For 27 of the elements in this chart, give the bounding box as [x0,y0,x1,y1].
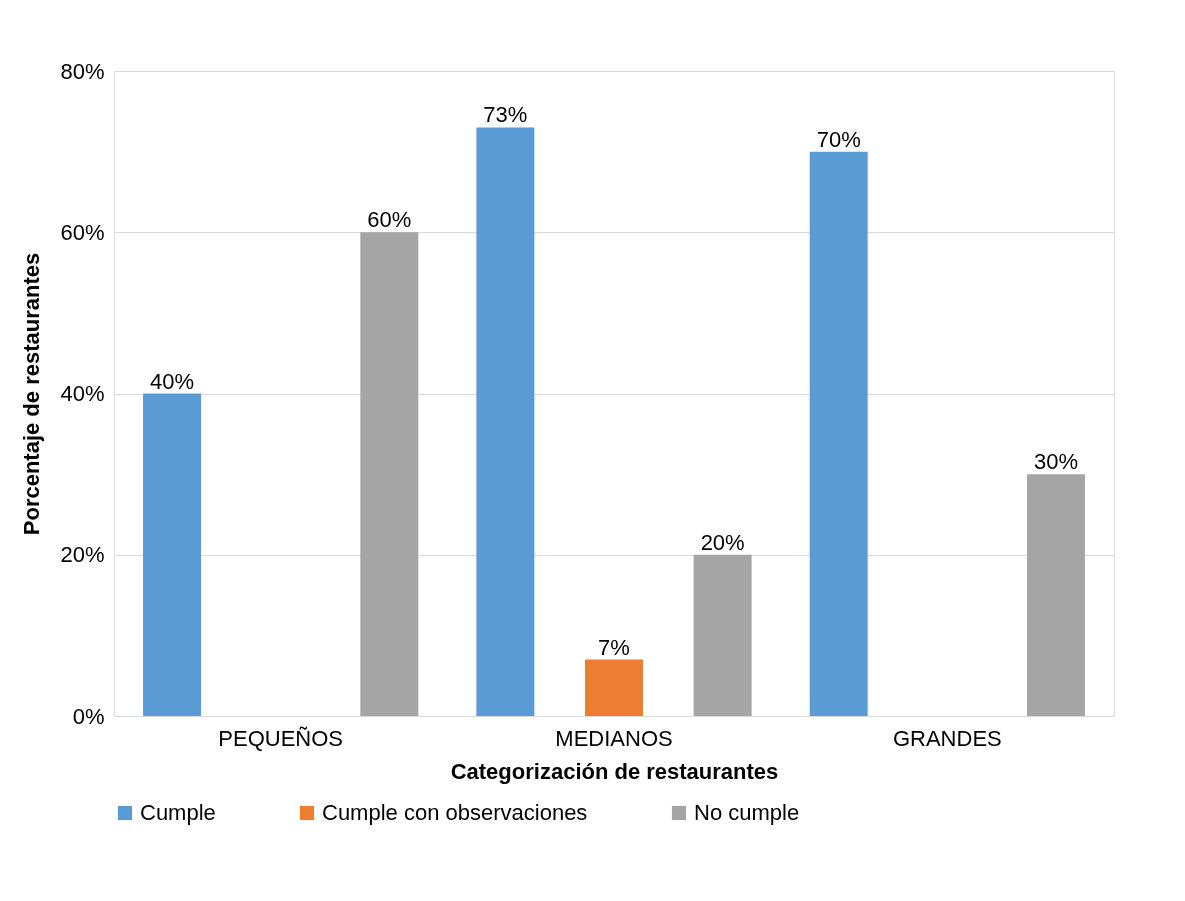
legend-label: Cumple [140,800,216,825]
legend-label: Cumple con observaciones [322,800,588,825]
x-axis-title: Categorización de restaurantes [450,758,779,784]
data-label: 73% [483,102,528,128]
x-tick-label: MEDIANOS [555,725,673,751]
y-tick-label: 60% [60,219,105,245]
bar [809,151,868,716]
y-axis-title: Porcentaje de restaurantes [19,252,45,536]
y-tick-label: 40% [60,381,105,406]
bar [360,232,419,716]
bar [585,659,643,716]
y-tick-label: 80% [60,58,105,84]
data-label: 20% [700,529,745,555]
y-tick-label: 0% [72,703,105,729]
y-tick-label: 20% [60,542,105,568]
data-label: 40% [150,368,195,394]
bar [1026,474,1085,716]
data-label: 30% [1033,449,1078,475]
bar [143,393,202,716]
bar [476,127,535,716]
data-label: 60% [367,207,412,233]
data-label: 70% [816,126,861,152]
x-tick-label: GRANDES [892,725,1002,751]
x-tick-label: PEQUEÑOS [218,725,344,751]
data-label: 7% [598,634,630,660]
legend-label: No cumple [694,800,800,825]
bar [693,554,752,716]
